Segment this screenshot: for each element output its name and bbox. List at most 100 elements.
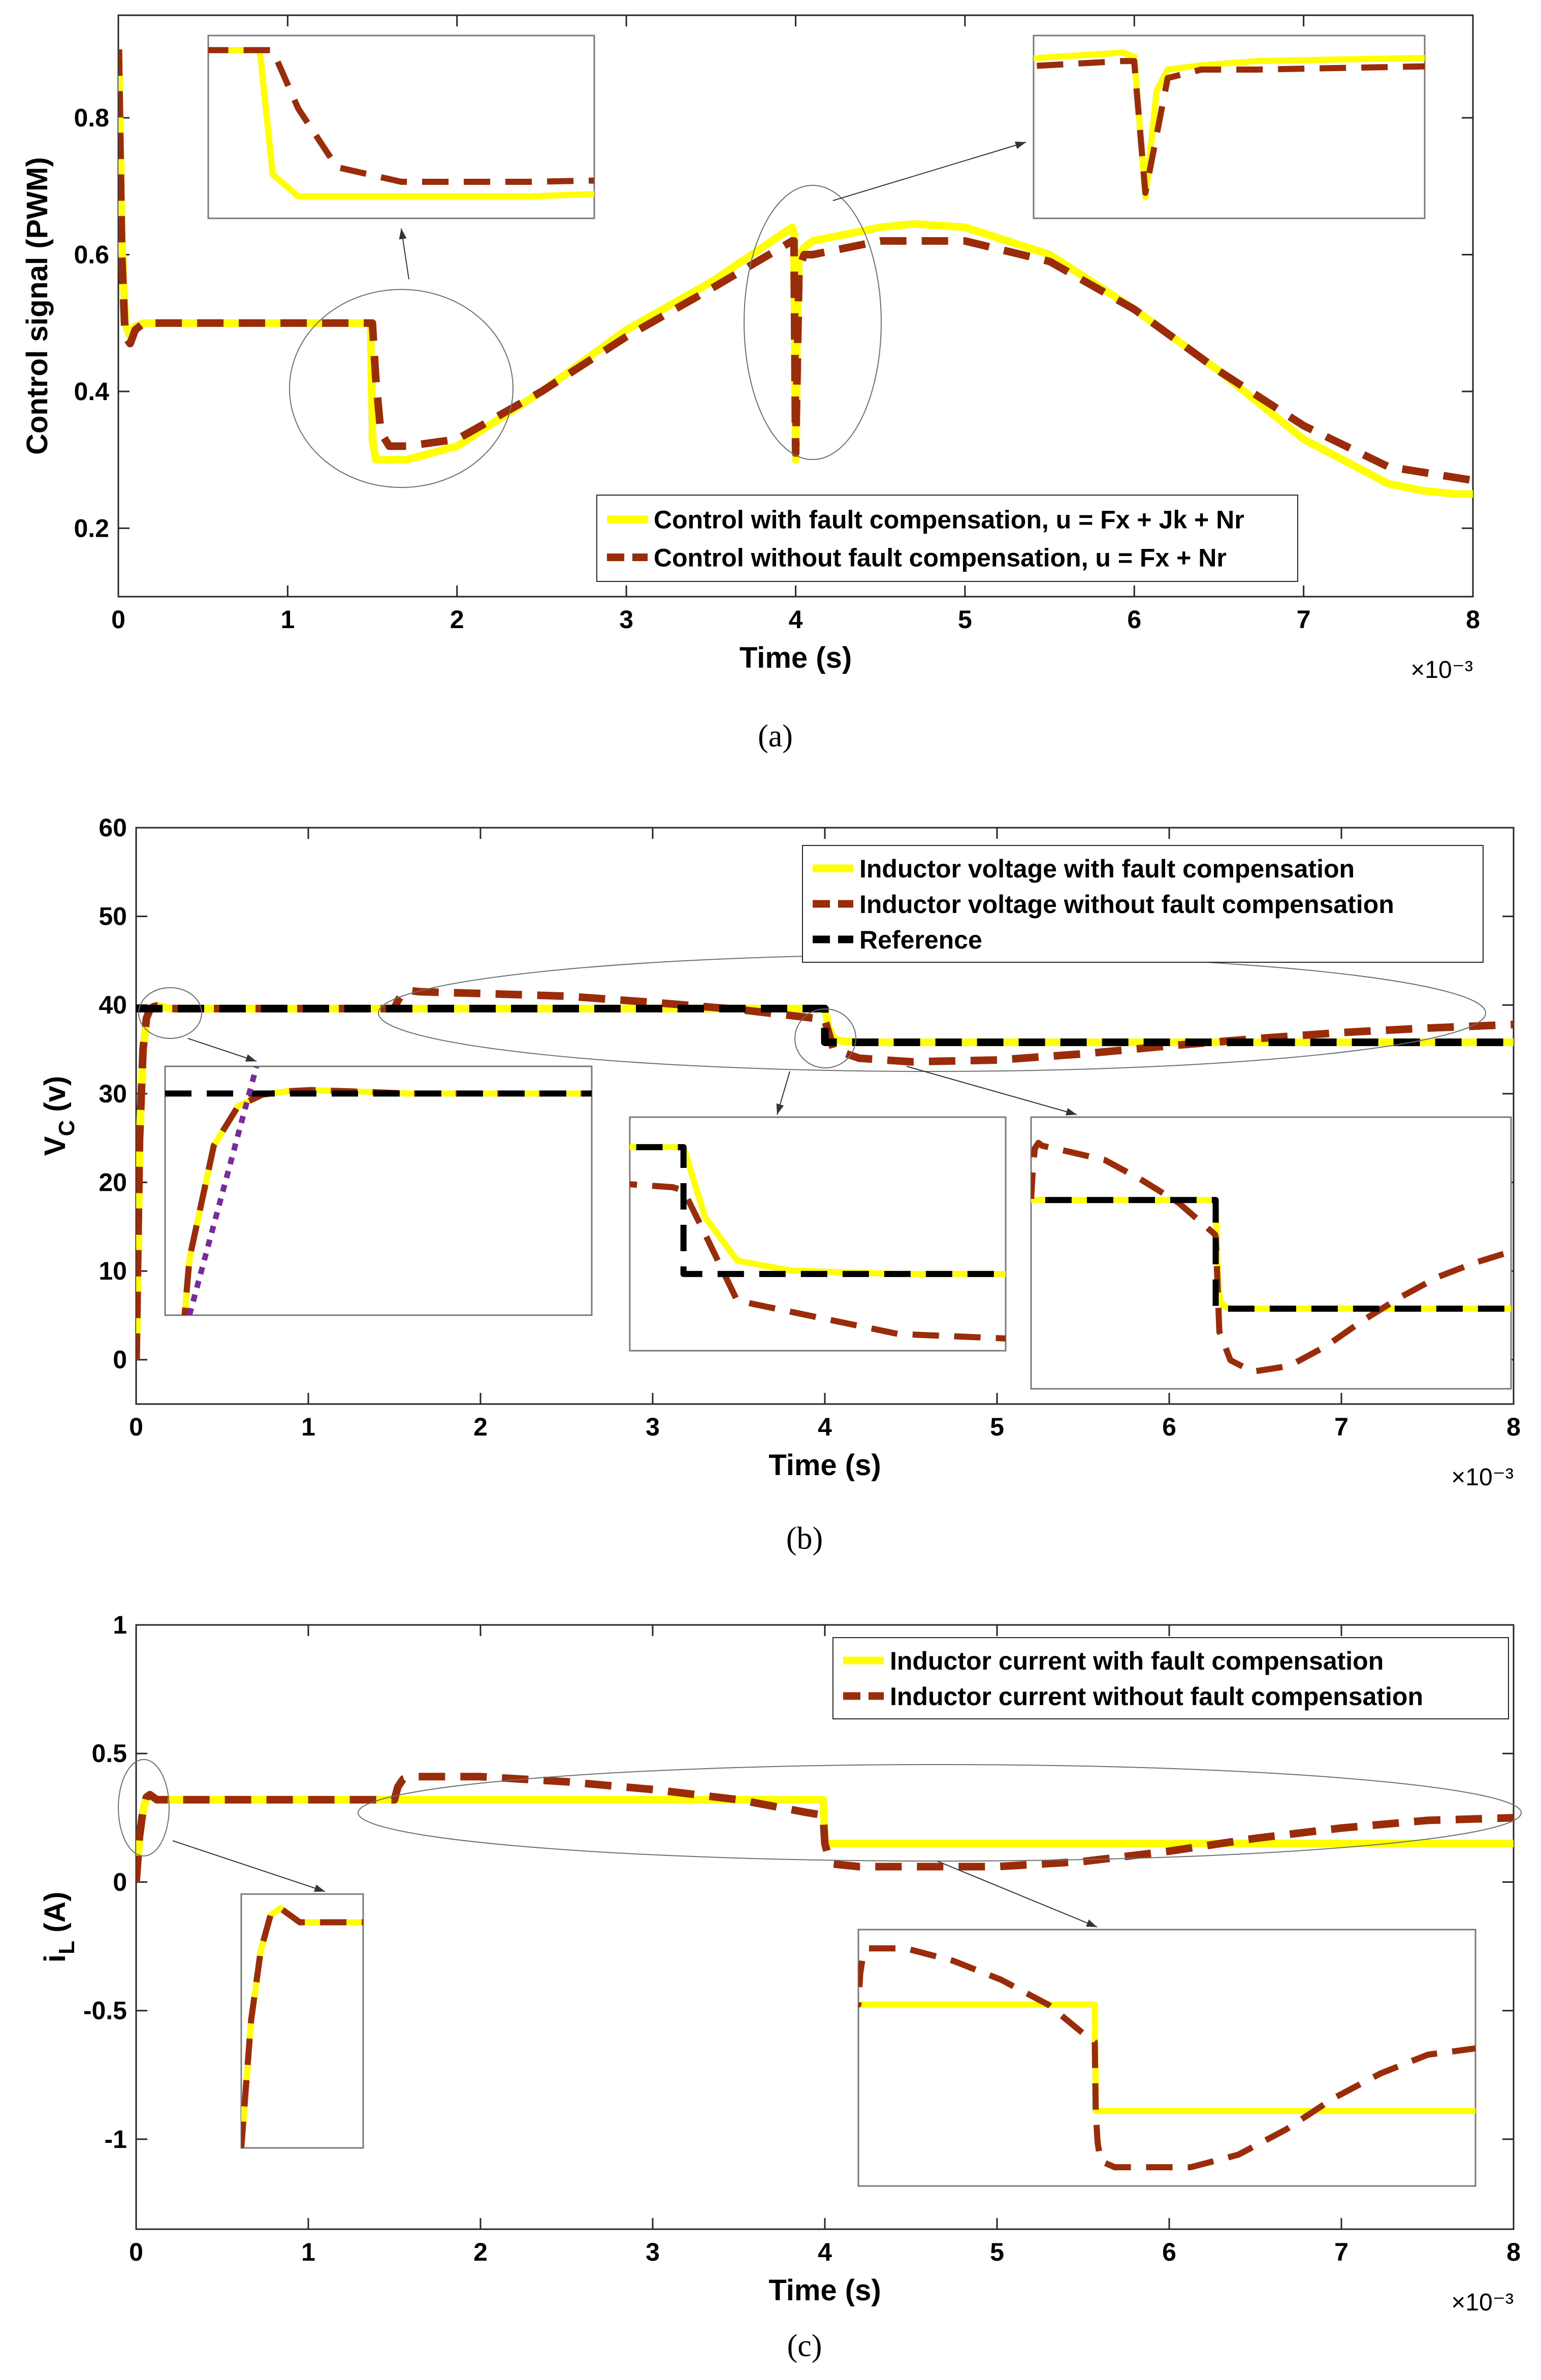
panel-b: 0 1 2 3 4 5 6 7 8 0 10 20 30 40 50 60 Inductor voltage w… bbox=[39, 813, 1521, 1556]
inset-series-line-1 bbox=[858, 1945, 1475, 2170]
zoom-arrowhead bbox=[399, 229, 407, 240]
y-tick-label: 0.6 bbox=[74, 240, 109, 269]
y-axis-label: iL (A) bbox=[39, 1892, 79, 1963]
y-tick-label: 0.5 bbox=[91, 1739, 127, 1768]
panel-caption: (c) bbox=[787, 2329, 822, 2363]
x-tick-label: 8 bbox=[1466, 605, 1480, 634]
inset-frame bbox=[857, 1929, 1476, 2187]
inset-series bbox=[1034, 49, 1425, 201]
inset-frame bbox=[629, 1116, 1007, 1352]
zoom-ellipse bbox=[118, 1759, 170, 1856]
y-tick-label: 40 bbox=[99, 991, 127, 1019]
x-tick-label: 0 bbox=[111, 605, 125, 634]
zoom-arrow bbox=[172, 1840, 326, 1892]
inset-frame bbox=[207, 35, 595, 219]
legend-box bbox=[596, 495, 1298, 582]
y-tick-label: 0 bbox=[113, 1868, 127, 1896]
inset-series-line-2 bbox=[630, 1144, 1006, 1277]
x-tick-label: 8 bbox=[1506, 2238, 1521, 2266]
inset-series bbox=[630, 1144, 1006, 1342]
legend-label-2: Reference bbox=[859, 926, 982, 954]
y-tick-label: 50 bbox=[99, 902, 127, 931]
x-axis-label: Time (s) bbox=[740, 641, 852, 674]
legend-box bbox=[832, 1637, 1509, 1719]
inset-series-line-1 bbox=[1031, 1139, 1511, 1375]
x-tick-label: 3 bbox=[646, 2238, 660, 2266]
y-axis-label: VC (v) bbox=[39, 1076, 79, 1156]
zoom-ellipse bbox=[138, 987, 202, 1039]
legend-label-0: Control with fault compensation, u = Fx … bbox=[654, 506, 1244, 534]
inset-frame bbox=[164, 1065, 593, 1316]
panel-caption: (b) bbox=[786, 1521, 823, 1556]
x-tick-label: 7 bbox=[1334, 1413, 1349, 1441]
inset-series-line-1 bbox=[241, 1905, 363, 2148]
x-tick-label: 5 bbox=[958, 605, 972, 634]
panel-c: 0 1 2 3 4 5 6 7 8 -1 -0.5 0 0.5 1 Inductor current wit… bbox=[39, 1611, 1522, 2363]
x-tick-label: 2 bbox=[473, 2238, 488, 2266]
x-tick-label: 7 bbox=[1334, 2238, 1349, 2266]
inset-c-0 bbox=[240, 1893, 364, 2149]
y-axis-label: Control signal (PWM) bbox=[21, 157, 54, 454]
series-group bbox=[118, 49, 1473, 498]
x-tick-label: 3 bbox=[646, 1413, 660, 1441]
series-group bbox=[136, 1773, 1514, 1882]
series-line-1 bbox=[136, 1773, 1514, 1882]
zoom-arrowhead bbox=[1015, 141, 1026, 149]
x-tick-label: 6 bbox=[1162, 2238, 1176, 2266]
inset-a-0 bbox=[207, 35, 595, 219]
y-tick-label: -1 bbox=[105, 2125, 127, 2154]
zoom-ellipse bbox=[289, 289, 513, 488]
zoom-arrowhead bbox=[245, 1054, 256, 1062]
inset-series-line-2 bbox=[1031, 1197, 1511, 1312]
zoom-ellipse bbox=[378, 954, 1486, 1072]
x-tick-label: 4 bbox=[818, 1413, 832, 1441]
inset-series bbox=[1031, 1139, 1511, 1375]
inset-b-2 bbox=[1030, 1116, 1512, 1390]
zoom-arrow bbox=[832, 142, 1026, 201]
inset-b-0 bbox=[164, 1065, 593, 1316]
inset-series-line-0 bbox=[1034, 49, 1425, 201]
zoom-ellipse bbox=[794, 1008, 856, 1068]
inset-c-1 bbox=[857, 1929, 1476, 2187]
inset-series-line-0 bbox=[858, 2001, 1475, 2114]
y-tick-label: 20 bbox=[99, 1168, 127, 1196]
series-line-1 bbox=[118, 49, 1473, 484]
zoom-arrowhead bbox=[776, 1103, 784, 1115]
legend: Control with fault compensation, u = Fx … bbox=[596, 495, 1298, 582]
x-axis-label: Time (s) bbox=[768, 1449, 881, 1482]
legend-box bbox=[802, 845, 1484, 963]
y-axis-label-main: V bbox=[39, 1136, 72, 1156]
x-tick-label: 6 bbox=[1127, 605, 1141, 634]
y-axis-label-main: i bbox=[39, 1954, 72, 1963]
legend-label-1: Inductor voltage without fault compensat… bbox=[859, 890, 1394, 919]
y-axis-label-suffix: (A) bbox=[39, 1892, 72, 1941]
zoom-arrow bbox=[187, 1038, 257, 1062]
inset-series bbox=[165, 1066, 592, 1315]
inset-frame bbox=[240, 1893, 364, 2149]
x-exponent-label: ×10⁻³ bbox=[1451, 2289, 1514, 2316]
y-tick-label: 0.2 bbox=[74, 514, 109, 542]
zoom-arrowhead bbox=[314, 1884, 325, 1892]
zoom-arrowhead bbox=[1086, 1919, 1097, 1927]
x-tick-label: 4 bbox=[818, 2238, 832, 2266]
y-tick-label: -0.5 bbox=[83, 1997, 127, 2025]
y-tick-label: 30 bbox=[99, 1080, 127, 1108]
y-tick-label: 1 bbox=[113, 1611, 127, 1639]
legend-label-1: Inductor current without fault compensat… bbox=[890, 1682, 1423, 1711]
x-tick-label: 4 bbox=[789, 605, 803, 634]
zoom-ellipse bbox=[744, 185, 882, 460]
x-tick-label: 1 bbox=[280, 605, 295, 634]
y-tick-label: 0.4 bbox=[74, 377, 109, 406]
y-axis-label-suffix: (v) bbox=[39, 1076, 72, 1120]
zoom-arrow bbox=[906, 1066, 1077, 1115]
zoom-arrow bbox=[937, 1861, 1098, 1928]
panel-caption: (a) bbox=[758, 719, 793, 754]
y-tick-label: 10 bbox=[99, 1257, 127, 1285]
y-axis-label-sub: C bbox=[54, 1120, 79, 1136]
x-exponent-label: ×10⁻³ bbox=[1451, 1464, 1514, 1491]
inset-frame bbox=[1030, 1116, 1512, 1390]
inset-series bbox=[241, 1905, 363, 2148]
x-tick-label: 2 bbox=[450, 605, 464, 634]
inset-series-line-2 bbox=[165, 1090, 592, 1097]
